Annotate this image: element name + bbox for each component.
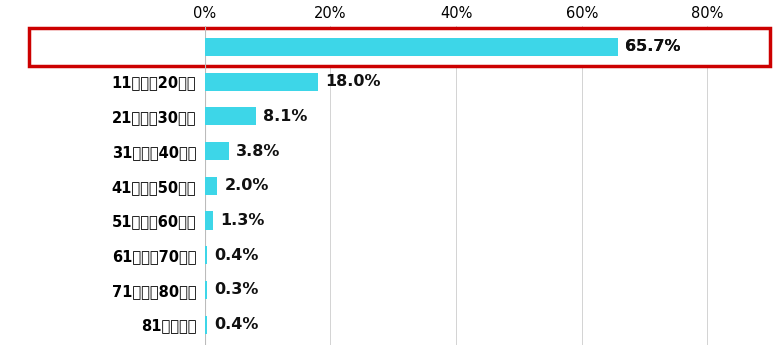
Text: 2.0%: 2.0%: [225, 178, 269, 193]
Text: 0.4%: 0.4%: [215, 248, 259, 263]
Text: 8.1%: 8.1%: [263, 109, 307, 124]
Text: 65.7%: 65.7%: [625, 39, 681, 54]
Bar: [29, 28, 771, 66]
Bar: [204, 281, 207, 299]
Text: 3.8%: 3.8%: [236, 144, 281, 159]
Bar: [204, 211, 213, 230]
Bar: [204, 107, 256, 125]
Bar: [204, 73, 317, 91]
Bar: [204, 142, 229, 160]
Text: 18.0%: 18.0%: [325, 74, 381, 89]
Bar: [204, 316, 207, 334]
Bar: [204, 177, 218, 195]
Bar: [204, 246, 207, 264]
Bar: [204, 38, 618, 56]
Text: 0.3%: 0.3%: [215, 283, 258, 297]
Text: 65.7%: 65.7%: [625, 39, 681, 54]
Bar: [204, 38, 618, 56]
Text: 0.4%: 0.4%: [215, 317, 259, 332]
Text: 1.3%: 1.3%: [221, 213, 264, 228]
